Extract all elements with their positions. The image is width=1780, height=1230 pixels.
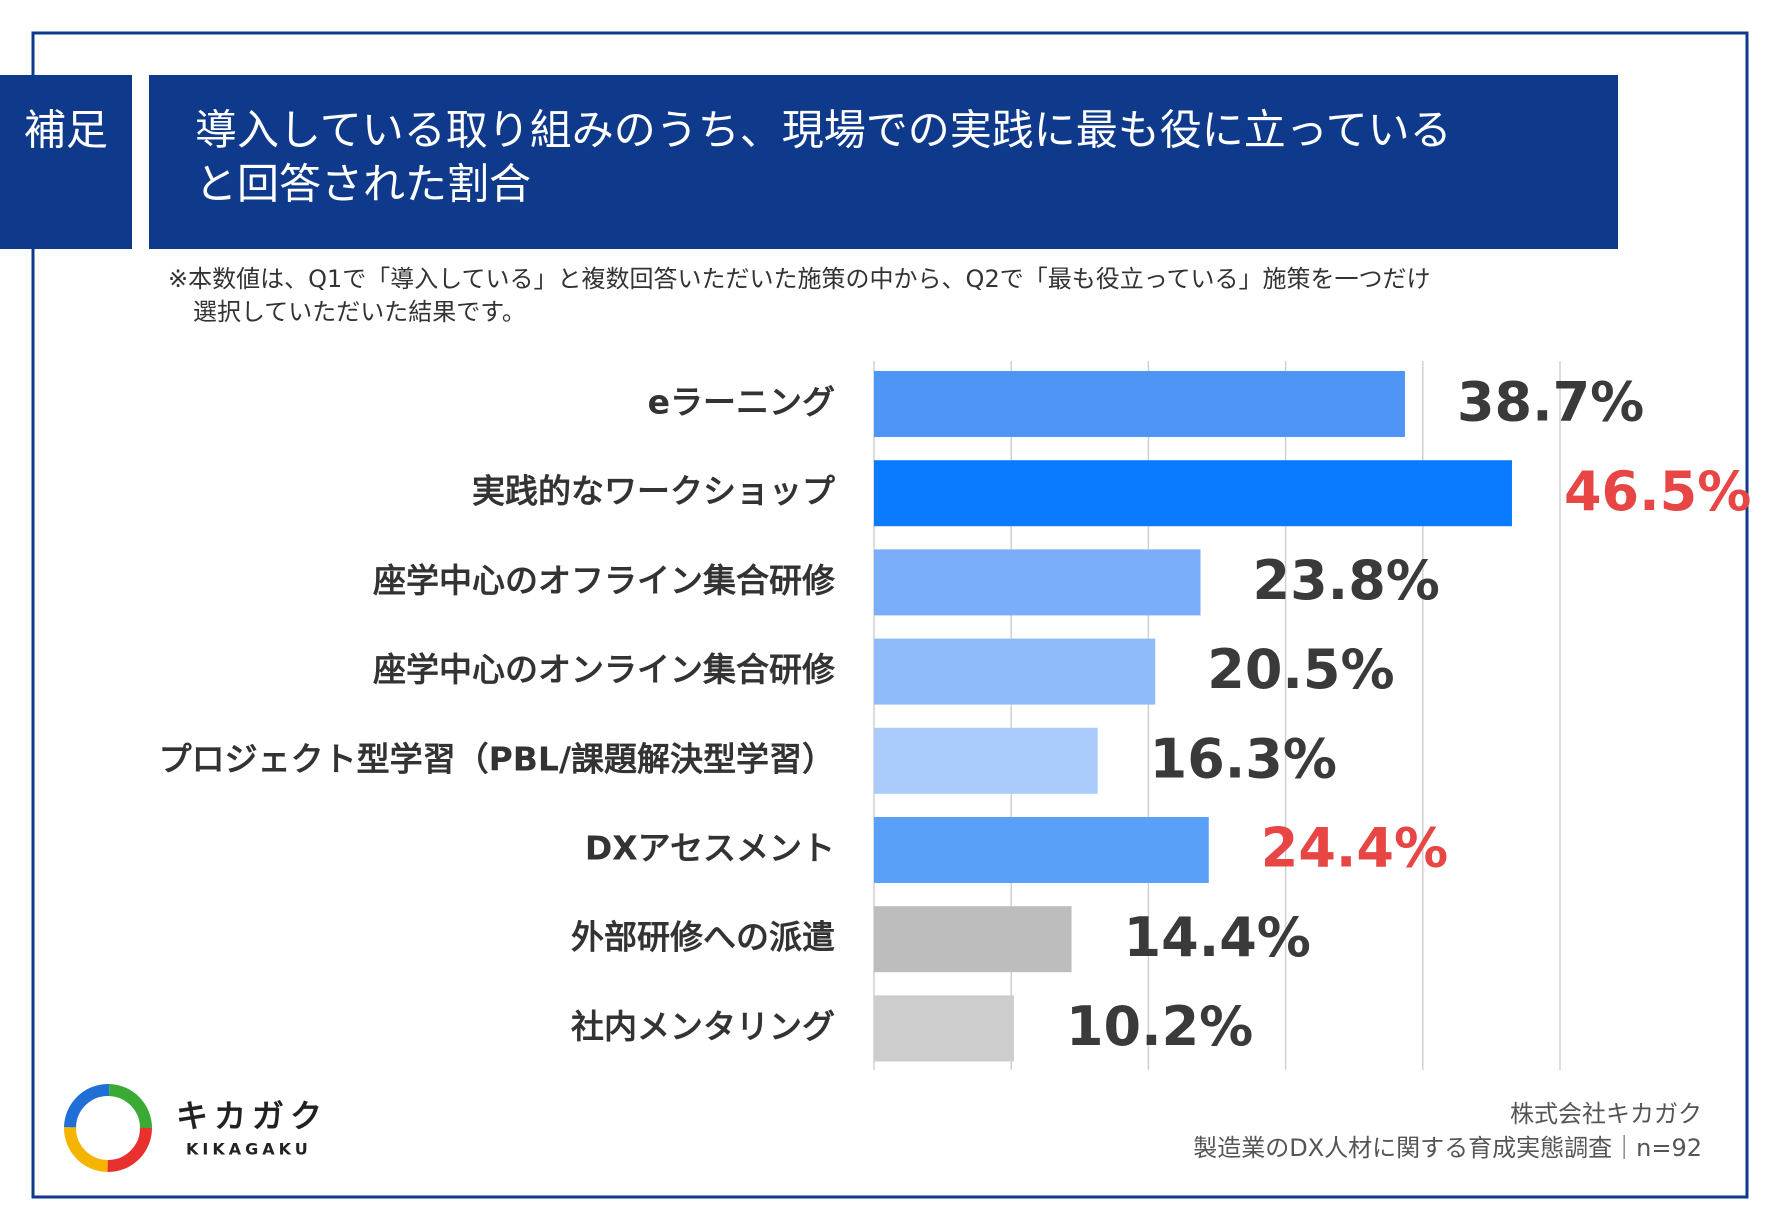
bar — [874, 638, 1156, 705]
bar — [874, 460, 1512, 527]
logo-mark — [64, 1084, 152, 1172]
bar — [874, 549, 1201, 616]
value-label: 46.5% — [1564, 460, 1751, 523]
category-label: プロジェクト型学習（PBL/課題解決型学習） — [159, 739, 835, 778]
bar — [874, 371, 1405, 437]
title-line: 導入している取り組みのうち、現場での実践に最も役に立っている — [195, 106, 1452, 155]
value-label: 14.4% — [1124, 906, 1311, 969]
category-label: 座学中心のオフライン集合研修 — [373, 561, 836, 600]
value-label: 16.3% — [1150, 727, 1337, 790]
category-label: 社内メンタリング — [571, 1007, 835, 1046]
logo-arc — [64, 1084, 152, 1172]
logo-romaji: KIKAGAKU — [186, 1140, 312, 1159]
frame — [31, 31, 1749, 1199]
logo-arc — [64, 1084, 152, 1172]
note-line: ※本数値は、Q1で「導入している」と複数回答いただいた施策の中から、Q2で「最も… — [168, 265, 1431, 293]
bar — [874, 817, 1209, 883]
value-label: 24.4% — [1261, 817, 1448, 880]
value-label: 38.7% — [1457, 371, 1644, 434]
title-box — [149, 75, 1618, 249]
value-label: 23.8% — [1253, 549, 1440, 612]
category-label: eラーニング — [648, 383, 835, 422]
logo-arc — [64, 1084, 152, 1172]
source-line: 株式会社キカガク — [1510, 1100, 1702, 1128]
tag-text: 補足 — [24, 106, 108, 155]
value-label: 20.5% — [1207, 638, 1394, 701]
value-label: 10.2% — [1066, 995, 1253, 1058]
bar — [874, 727, 1098, 794]
category-label: 外部研修への派遣 — [571, 918, 835, 957]
logo-name: キカガク — [176, 1097, 328, 1135]
note-line: 選択していただいた結果です。 — [193, 298, 526, 326]
bar — [874, 995, 1014, 1062]
tag-box — [0, 75, 132, 249]
category-label: 座学中心のオンライン集合研修 — [373, 650, 836, 689]
plot: eラーニング 38.7% 実践的なワークショップ 46.5% 座学中心のオフライン集合研… — [159, 361, 1751, 1070]
title-line: と回答された割合 — [195, 160, 531, 209]
source-line: 製造業のDX人材に関する育成実態調査｜n=92 — [1193, 1134, 1702, 1162]
category-label: DXアセスメント — [585, 829, 835, 868]
bar — [874, 906, 1072, 973]
category-label: 実践的なワークショップ — [472, 472, 836, 511]
